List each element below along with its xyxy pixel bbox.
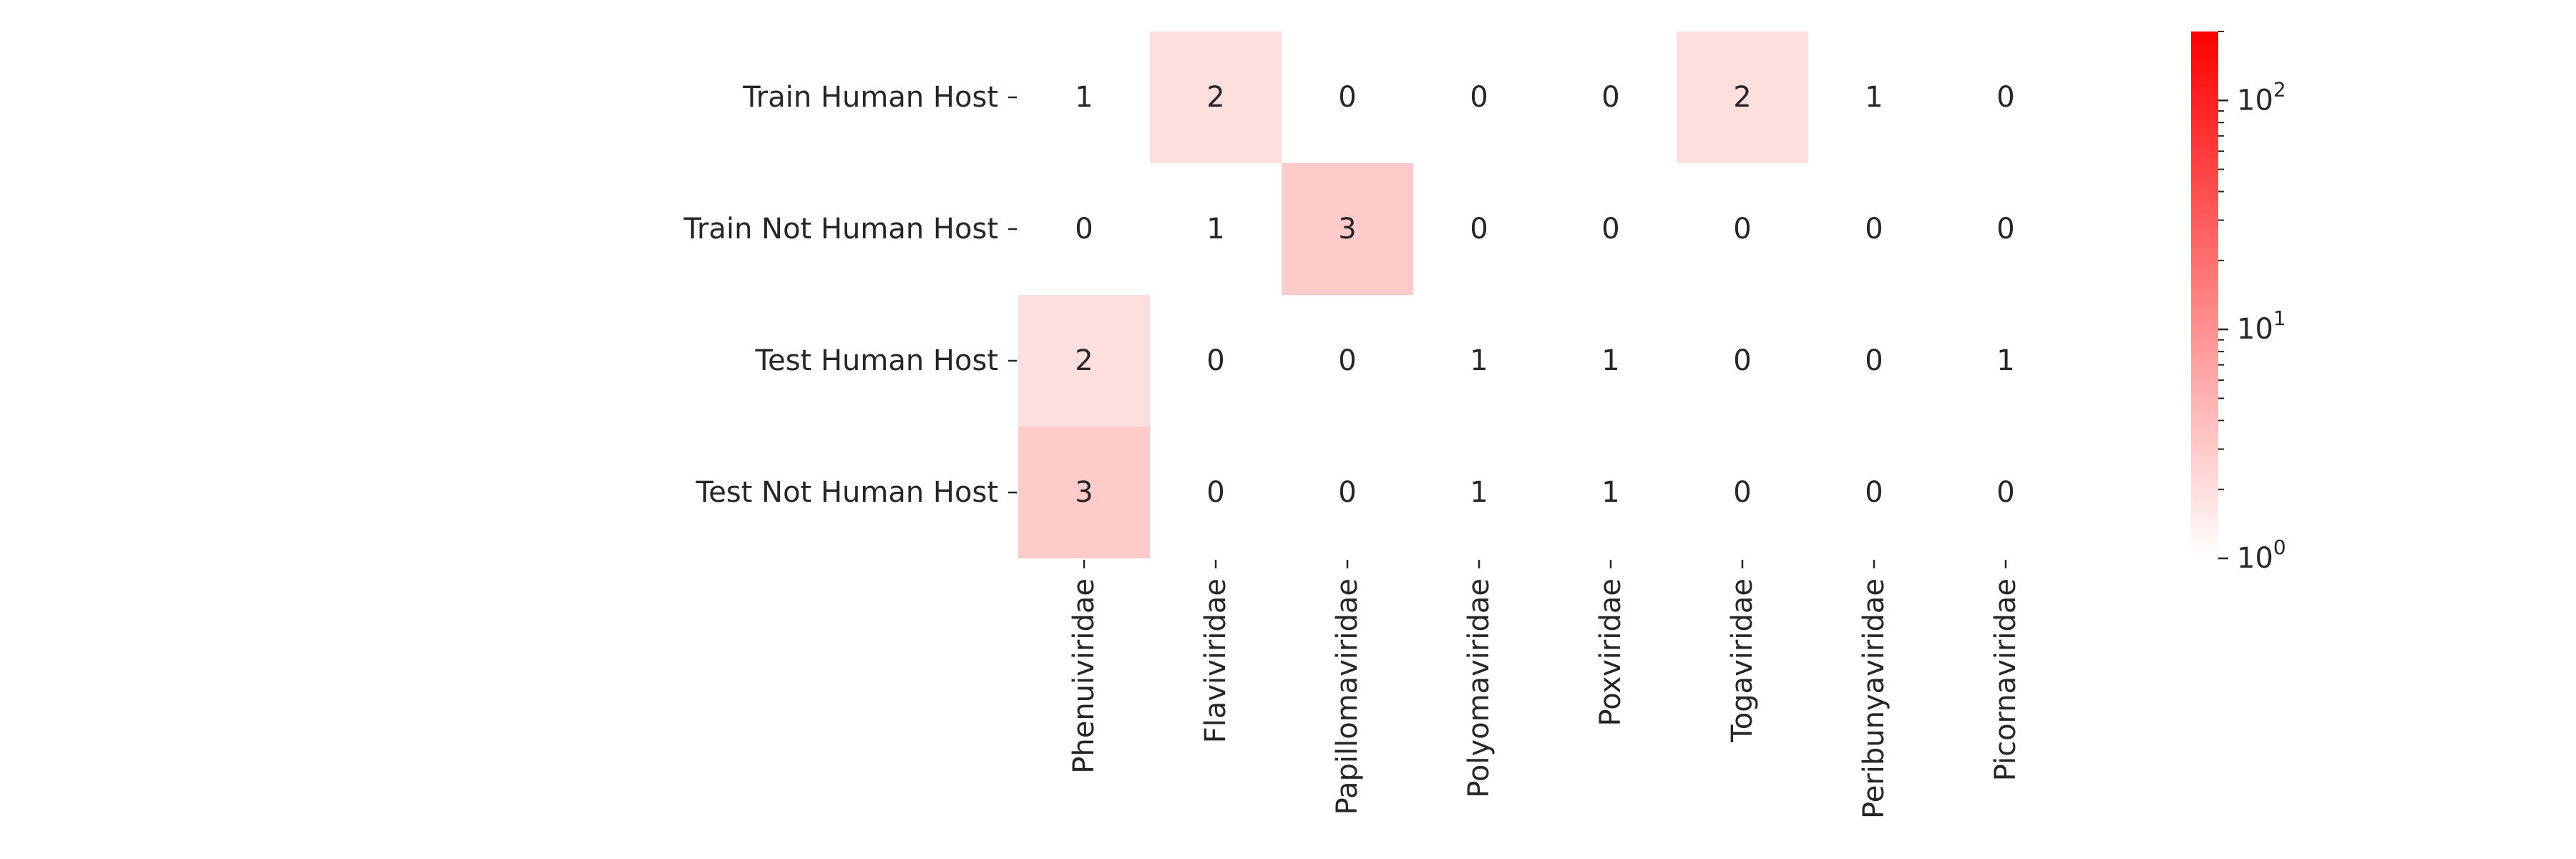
row-tick-label: Test Human Host xyxy=(754,344,998,377)
cell-value-label: 0 xyxy=(1338,476,1356,509)
cell-value-label: 0 xyxy=(1733,476,1751,509)
colorbar-tick-exponent: 1 xyxy=(2273,306,2286,330)
heatmap-cell xyxy=(1545,295,1677,427)
heatmap-cell xyxy=(1282,163,1413,295)
cell-value-label: 0 xyxy=(1470,81,1488,114)
cell-value-label: 1 xyxy=(1865,81,1883,114)
cell-value-label: 0 xyxy=(1733,344,1751,377)
colorbar-tick-base: 10 xyxy=(2237,84,2273,117)
heatmap-cell xyxy=(1150,163,1282,295)
cell-value-label: 1 xyxy=(1470,344,1488,377)
colorbar xyxy=(2191,31,2218,558)
cell-value-label: 0 xyxy=(1601,81,1619,114)
cell-value-label: 0 xyxy=(1996,81,2014,114)
row-tick-label: Test Not Human Host xyxy=(696,476,998,509)
heatmap-cell xyxy=(1150,31,1282,163)
row-tick-label: Train Human Host xyxy=(742,81,998,114)
cell-value-label: 0 xyxy=(1601,213,1619,246)
cell-value-label: 3 xyxy=(1075,476,1093,509)
cell-value-label: 1 xyxy=(1601,344,1619,377)
heatmap-cell xyxy=(1018,31,1150,163)
colorbar-tick-label: 101 xyxy=(2237,306,2286,346)
cell-value-label: 0 xyxy=(1338,344,1356,377)
cell-value-label: 0 xyxy=(1733,213,1751,246)
column-tick-label: Papillomaviridae xyxy=(1331,578,1364,815)
cell-value-label: 2 xyxy=(1733,81,1751,114)
column-tick-label: Phenuiviridae xyxy=(1068,578,1101,774)
colorbar-tick-exponent: 2 xyxy=(2273,77,2286,101)
heatmap-cell xyxy=(1413,427,1545,558)
column-tick-label: Peribunyaviridae xyxy=(1858,578,1890,819)
heatmap-cell xyxy=(1018,295,1150,427)
cell-value-label: 0 xyxy=(1338,81,1356,114)
cell-value-label: 0 xyxy=(1206,476,1224,509)
cell-value-label: 0 xyxy=(1206,344,1224,377)
column-tick-label: Picornaviridae xyxy=(1989,578,2022,781)
cell-value-label: 0 xyxy=(1865,344,1883,377)
colorbar-tick-base: 10 xyxy=(2237,313,2273,346)
colorbar-tick-base: 10 xyxy=(2237,542,2273,575)
cell-value-label: 0 xyxy=(1865,476,1883,509)
heatmap-cell xyxy=(1018,427,1150,558)
colorbar-tick-exponent: 0 xyxy=(2273,535,2286,559)
cell-value-label: 1 xyxy=(1075,81,1093,114)
cell-value-label: 0 xyxy=(1996,476,2014,509)
column-tick-label: Togaviridae xyxy=(1726,578,1759,743)
cell-value-label: 2 xyxy=(1075,344,1093,377)
heatmap-cell xyxy=(1545,427,1677,558)
cell-value-label: 1 xyxy=(1601,476,1619,509)
heatmap-cell xyxy=(1940,295,2072,427)
cell-value-label: 0 xyxy=(1470,213,1488,246)
cell-value-label: 1 xyxy=(1470,476,1488,509)
cell-value-label: 2 xyxy=(1206,81,1224,114)
column-tick-label: Poxviridae xyxy=(1594,578,1627,726)
heatmap-cell xyxy=(1677,31,1808,163)
cell-value-label: 1 xyxy=(1206,213,1224,246)
heatmap-cell xyxy=(1808,31,1940,163)
colorbar-tick-label: 102 xyxy=(2237,77,2286,117)
heatmap-cell xyxy=(1413,295,1545,427)
colorbar-tick-label: 100 xyxy=(2237,535,2286,576)
cell-value-label: 0 xyxy=(1865,213,1883,246)
row-tick-label: Train Not Human Host xyxy=(683,213,998,246)
column-tick-label: Flaviviridae xyxy=(1199,578,1232,743)
column-tick-label: Polyomaviridae xyxy=(1463,578,1496,798)
cell-value-label: 3 xyxy=(1338,213,1356,246)
cell-value-label: 0 xyxy=(1996,213,2014,246)
cell-value-label: 0 xyxy=(1075,213,1093,246)
cell-value-label: 1 xyxy=(1996,344,2014,377)
